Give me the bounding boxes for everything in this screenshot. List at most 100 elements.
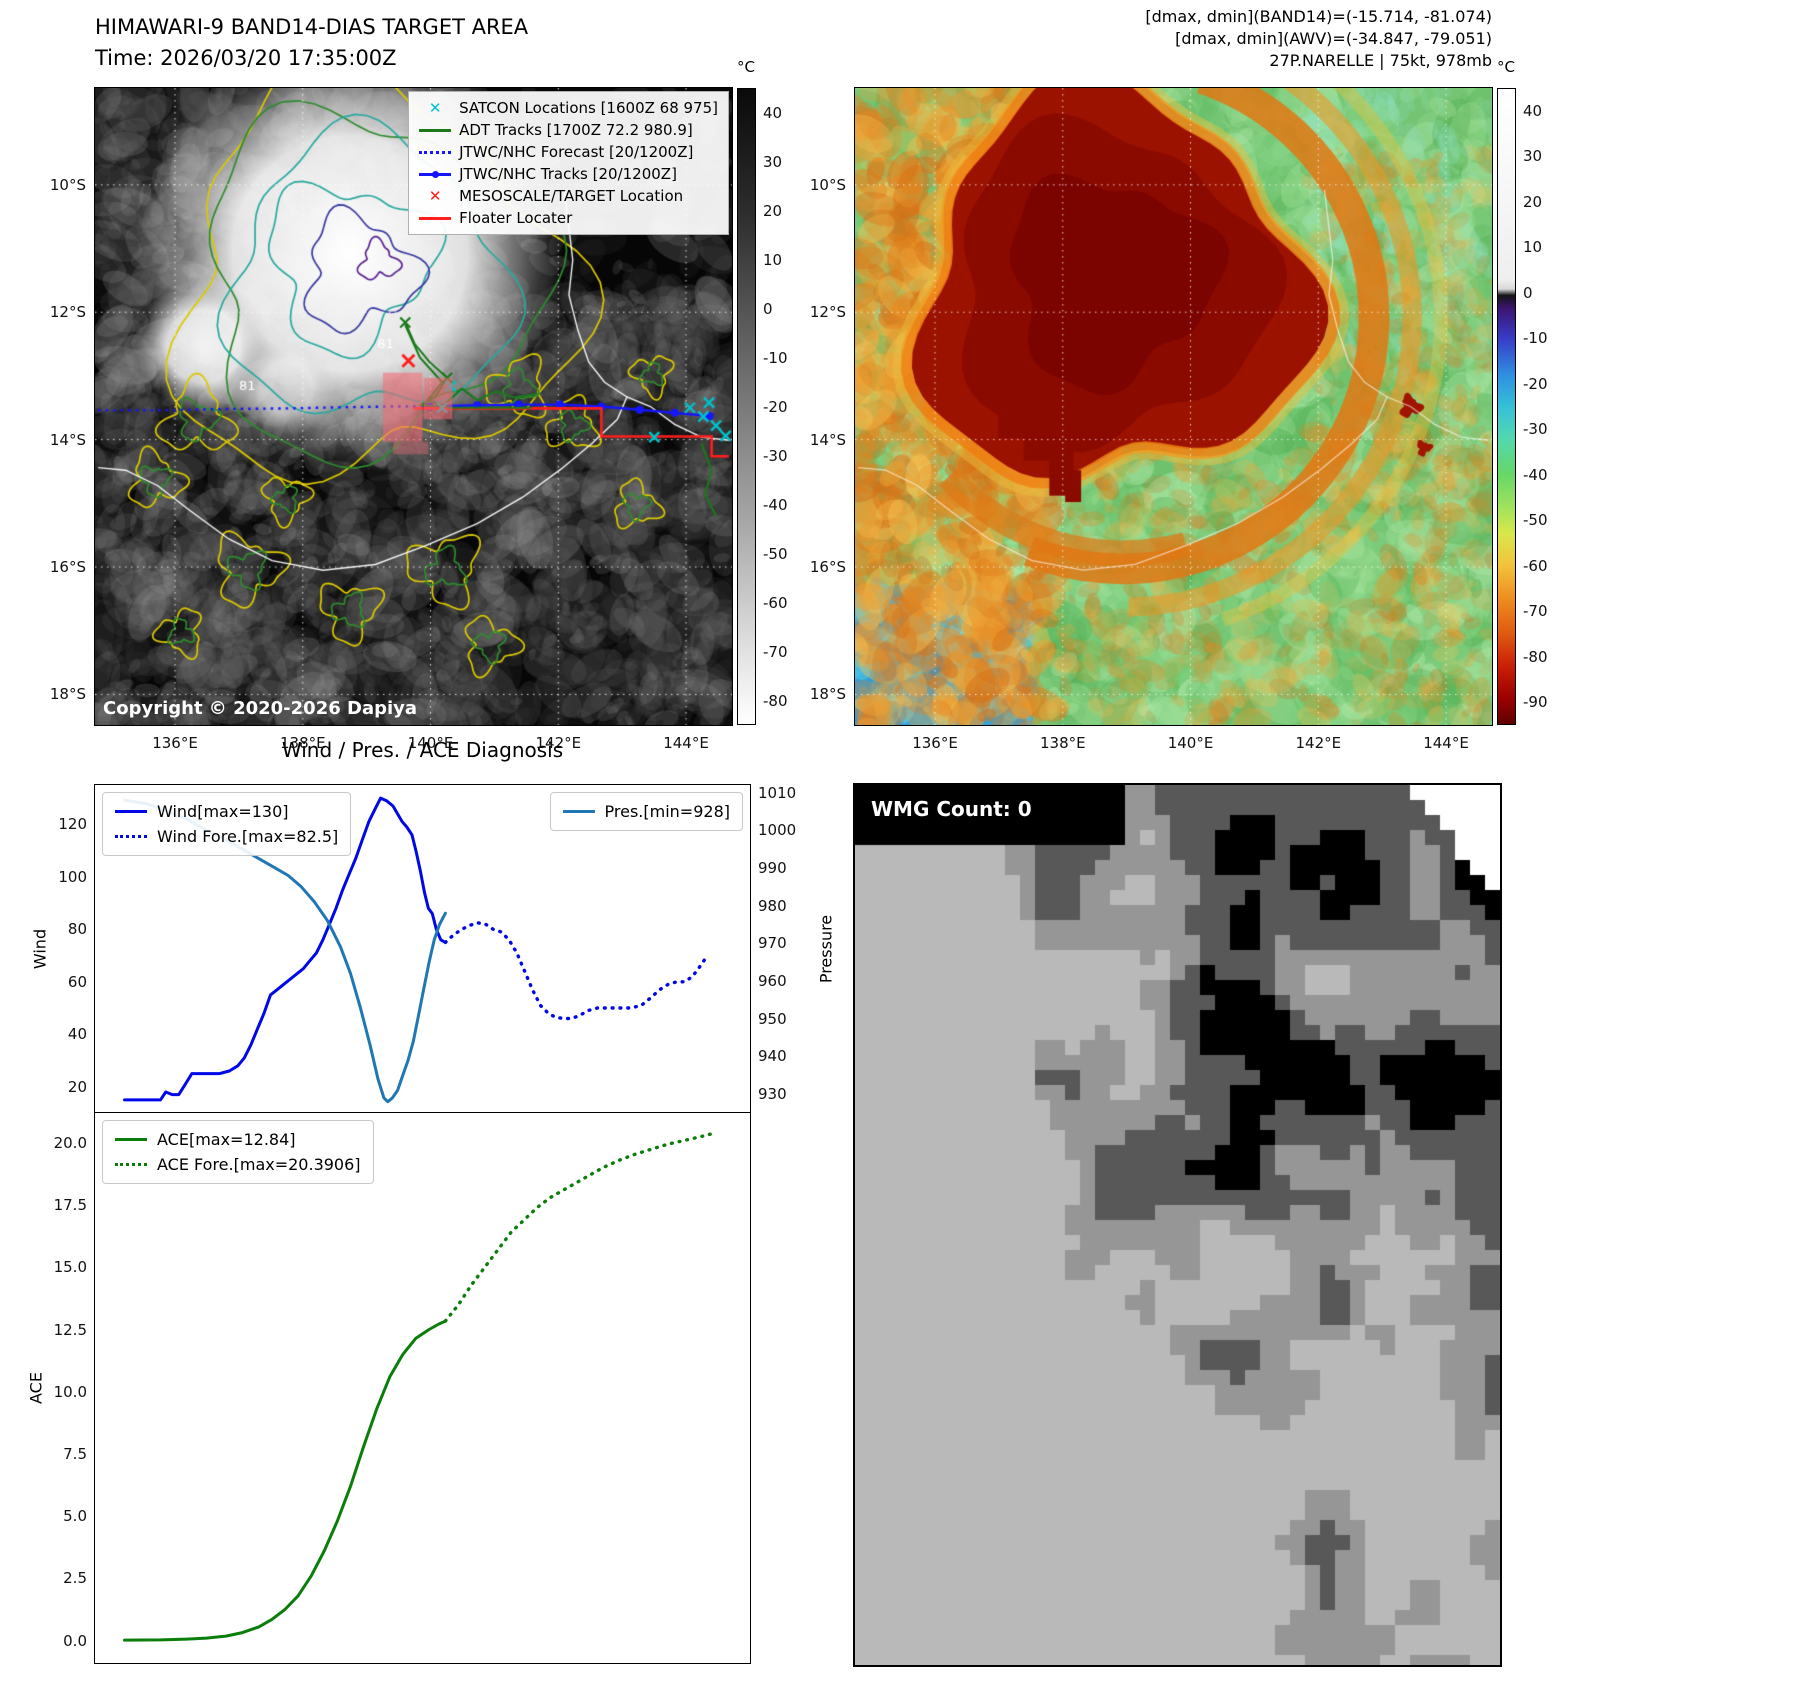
ace-y-tick: 0.0 (63, 1631, 87, 1650)
band14-x-axis-tick: 138°E (279, 734, 326, 752)
ace-y-tick: 12.5 (53, 1320, 87, 1339)
awv-x-axis-tick: 138°E (1039, 734, 1086, 752)
legend-item: Wind[max=130] (115, 799, 338, 824)
band14-x-axis-tick: 144°E (663, 734, 709, 752)
plot-wind-legend-right: Pres.[min=928] (549, 792, 743, 831)
plot-ace-legend-left: ACE[max=12.84] ACE Fore.[max=20.3906] (102, 1120, 374, 1184)
awv-y-axis-tick: 18°S (809, 685, 846, 704)
wind-pressure-y-tick: 80 (67, 920, 87, 939)
wind-pressure-right-y-tick: 950 (758, 1009, 787, 1028)
wind-pressure-right-y-tick: 1000 (758, 821, 797, 840)
awv-x-axis-tick: 144°E (1423, 734, 1469, 752)
ace-y-tick: 17.5 (53, 1196, 87, 1215)
band14-y-axis-tick: 18°S (49, 685, 86, 704)
plot-wind-legend-left: Wind[max=130] Wind Fore.[max=82.5] (102, 792, 352, 856)
ace-y-tick: 15.0 (53, 1258, 87, 1277)
legend-item-label: SATCON Locations [1600Z 68 975] (459, 99, 718, 117)
band14-title: HIMAWARI-9 BAND14-DIAS TARGET AREA (95, 15, 529, 39)
legend-marker-dotted (115, 1163, 147, 1166)
copyright-text: Copyright © 2020-2026 Dapiya (103, 698, 418, 719)
legend-item-label: Wind Fore.[max=82.5] (157, 827, 339, 846)
wind-pressure-y-tick: 100 (58, 867, 87, 886)
band14-colorbar-tick: -10 (763, 348, 788, 367)
series-Wind[max=130] (123, 796, 447, 1102)
awv-colorbar-tick: -80 (1523, 647, 1548, 666)
wind-pressure-y-tick: 40 (67, 1025, 87, 1044)
awv-y-axis-tick: 14°S (809, 430, 846, 449)
awv-header: [dmax, dmin](BAND14)=(-15.714, -81.074) … (900, 6, 1492, 72)
legend-item-label: ACE[max=12.84] (157, 1130, 296, 1149)
band14-x-axis-tick: 140°E (407, 734, 454, 752)
diagnosis-title: Wind / Pres. / ACE Diagnosis (281, 738, 564, 762)
awv-colorbar-tick: -70 (1523, 602, 1548, 621)
band14-colorbar-tick: -60 (763, 593, 788, 612)
legend-item: JTWC/NHC Forecast [20/1200Z] (419, 141, 718, 163)
wind-pressure-right-y-tick: 970 (758, 934, 787, 953)
band14-colorbar-unit: °C (737, 58, 755, 76)
band14-colorbar-tick: -80 (763, 691, 788, 710)
legend-marker-dot (432, 170, 440, 178)
series-Wind Fore.[max=82.5] (443, 921, 710, 1021)
awv-y-axis-tick: 10°S (809, 175, 846, 194)
awv-colorbar (1497, 88, 1516, 725)
wind-pressure-right-y-tick: 940 (758, 1047, 787, 1066)
wind-pressure-right-y-tick: 930 (758, 1085, 787, 1104)
band14-x-axis-tick: 136°E (152, 734, 198, 752)
legend-marker-x: ✕ (428, 186, 442, 205)
legend-item: JTWC/NHC Tracks [20/1200Z] (419, 163, 718, 185)
awv-colorbar-tick: 20 (1523, 192, 1543, 211)
series-ACE[max=12.84] (123, 1319, 447, 1642)
legend-item: ACE[max=12.84] (115, 1127, 361, 1152)
ace-chart: ACE[max=12.84] ACE Fore.[max=20.3906] (94, 1112, 751, 1664)
wind-pressure-y-tick: 120 (58, 815, 87, 834)
awv-header-storm-id: 27P.NARELLE | 75kt, 978mb (1269, 51, 1492, 70)
legend-item: Wind Fore.[max=82.5] (115, 824, 338, 849)
wmg-image (855, 785, 1500, 1665)
legend-item: Floater Locater (419, 207, 718, 229)
legend-marker-solid (115, 1138, 147, 1141)
band14-y-axis-tick: 10°S (49, 175, 86, 194)
wmg-count-label: WMG Count: 0 (871, 797, 1032, 821)
legend-item-label: JTWC/NHC Forecast [20/1200Z] (459, 143, 694, 161)
ace-y-tick: 2.5 (63, 1569, 87, 1588)
wind-pressure-y-tick: 20 (67, 1077, 87, 1096)
band14-colorbar-tick: 0 (763, 299, 773, 318)
awv-colorbar-tick: -50 (1523, 511, 1548, 530)
band14-time: Time: 2026/03/20 17:35:00Z (95, 46, 397, 70)
awv-colorbar-tick: -90 (1523, 693, 1548, 712)
legend-marker-line (419, 216, 452, 220)
legend-item: ✕ SATCON Locations [1600Z 68 975] (419, 97, 718, 119)
awv-x-axis-tick: 140°E (1167, 734, 1214, 752)
awv-colorbar-tick: 30 (1523, 147, 1543, 166)
band14-y-axis-tick: 14°S (49, 430, 86, 449)
band14-colorbar-tick: -20 (763, 397, 788, 416)
ace-plot-area (123, 1131, 716, 1642)
ace-y-tick: 10.0 (53, 1382, 87, 1401)
awv-y-axis-tick: 12°S (809, 303, 846, 322)
band14-colorbar-tick: 40 (763, 103, 783, 122)
legend-marker-x: ✕ (428, 98, 442, 117)
legend-item: ✕ MESOSCALE/TARGET Location (419, 185, 718, 207)
awv-map (854, 87, 1493, 726)
awv-colorbar-tick: 40 (1523, 101, 1543, 120)
legend-item: ACE Fore.[max=20.3906] (115, 1152, 361, 1177)
wind-pressure-y-tick: 60 (67, 972, 87, 991)
ace-y-tick: 7.5 (63, 1444, 87, 1463)
band14-map: ✕ SATCON Locations [1600Z 68 975] ADT Trac… (94, 87, 733, 726)
awv-header-band14-range: [dmax, dmin](BAND14)=(-15.714, -81.074) (1145, 7, 1492, 26)
awv-x-axis-tick: 142°E (1295, 734, 1342, 752)
band14-y-axis-tick: 12°S (49, 303, 86, 322)
band14-colorbar-tick: 10 (763, 250, 783, 269)
awv-colorbar-tick: -10 (1523, 329, 1548, 348)
band14-title-block: HIMAWARI-9 BAND14-DIAS TARGET AREA Time:… (95, 12, 528, 74)
band14-colorbar-tick: -40 (763, 495, 788, 514)
legend-item-label: Floater Locater (459, 209, 573, 227)
ace-axis-label: ACE (26, 1372, 46, 1404)
legend-item: ADT Tracks [1700Z 72.2 980.9] (419, 119, 718, 141)
wmg-panel: WMG Count: 0 (853, 783, 1502, 1667)
awv-y-axis-tick: 16°S (809, 558, 846, 577)
legend-item-label: ACE Fore.[max=20.3906] (157, 1155, 361, 1174)
awv-header-awv-range: [dmax, dmin](AWV)=(-34.847, -79.051) (1175, 29, 1492, 48)
band14-legend: ✕ SATCON Locations [1600Z 68 975] ADT Trac… (408, 91, 729, 235)
